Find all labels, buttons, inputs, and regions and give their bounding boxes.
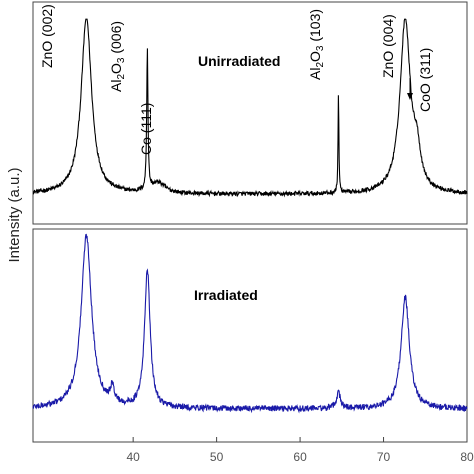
annotation-zno-004: ZnO (004) — [380, 14, 396, 78]
x-tick-label: 40 — [126, 450, 140, 464]
x-tick-label: 80 — [460, 450, 474, 464]
top-panel-frame — [32, 1, 468, 225]
panel-label-irradiated: Irradiated — [194, 287, 258, 303]
coo-311-arrow-head — [407, 93, 413, 100]
top-panel: Unirradiated ZnO (002) Al2O3 (006) Co (1… — [32, 1, 468, 225]
x-tick-label: 60 — [293, 450, 307, 464]
y-axis-label: Intensity (a.u.) — [6, 167, 23, 262]
annotation-al2o3-103: Al2O3 (103) — [307, 9, 326, 80]
unirradiated-spectrum-line — [32, 18, 468, 198]
x-tick-label: 70 — [377, 450, 391, 464]
x-axis-ticks: 40 50 60 70 80 — [126, 437, 474, 464]
x-tick-label: 50 — [210, 450, 224, 464]
annotation-zno-002: ZnO (002) — [39, 4, 55, 68]
annotation-co-111: Co (111) — [138, 103, 154, 155]
panel-label-unirradiated: Unirradiated — [198, 53, 280, 69]
bottom-panel: Irradiated — [32, 228, 468, 443]
annotation-al2o3-006: Al2O3 (006) — [108, 21, 127, 92]
annotation-coo-311: CoO (311) — [417, 48, 433, 112]
bottom-panel-frame — [32, 228, 468, 443]
irradiated-spectrum-line — [32, 233, 468, 414]
